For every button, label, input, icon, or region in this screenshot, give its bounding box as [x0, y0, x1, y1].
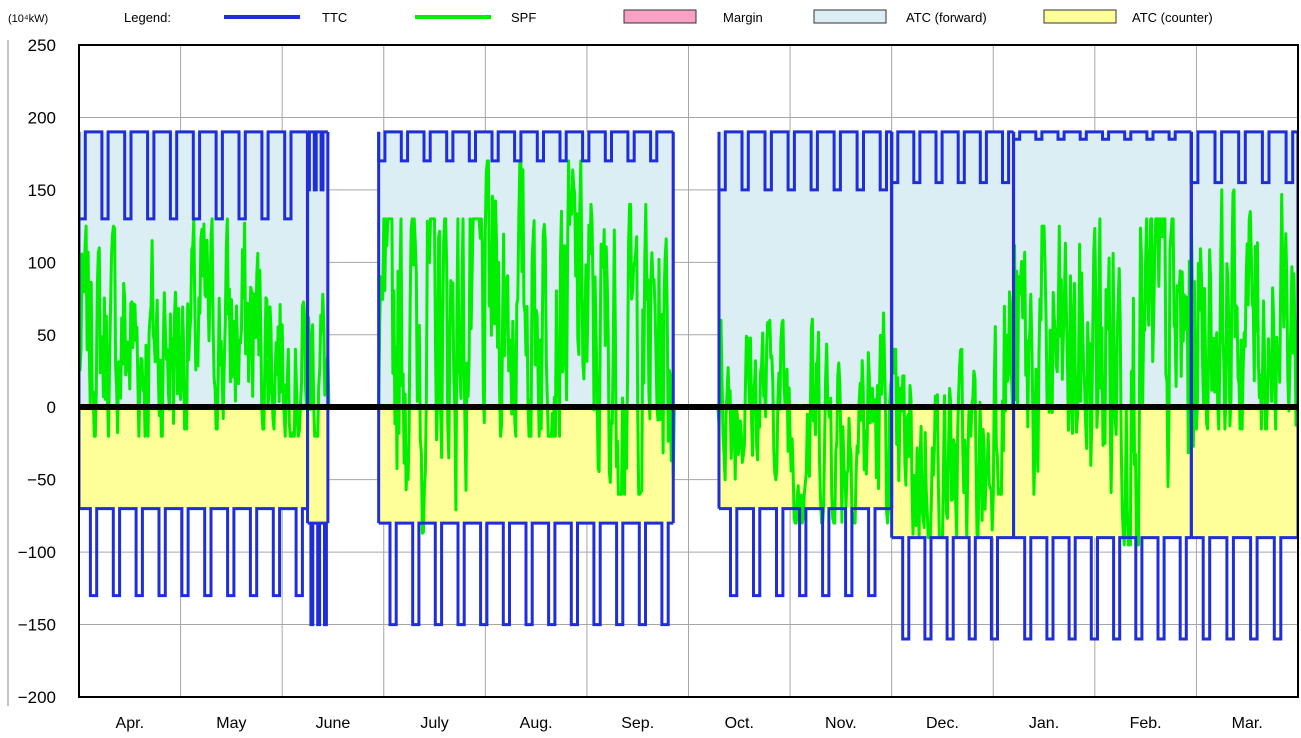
y-tick-label: 250 [28, 36, 56, 55]
ttc-series [79, 130, 1298, 641]
ttc-counter-line [378, 521, 674, 627]
legend-label-ttc: TTC [322, 10, 347, 25]
y-tick-label: 50 [37, 326, 56, 345]
legend-label-spf: SPF [511, 10, 536, 25]
x-tick-label: Dec. [926, 715, 959, 732]
ttc-forward-line [377, 130, 674, 163]
ttc-forward-line [717, 130, 892, 192]
x-tick-label: Aug. [520, 715, 553, 732]
x-tick-label: May [216, 715, 246, 732]
y-tick-label: 0 [47, 398, 56, 417]
x-tick-label: Oct. [725, 715, 754, 732]
atc-counter-area [307, 407, 328, 524]
x-tick-label: July [420, 715, 448, 732]
x-tick-label: Mar. [1232, 715, 1263, 732]
ttc-counter-line [1013, 536, 1192, 641]
legend-label-margin: Margin [723, 10, 763, 25]
atc-counter-area [1191, 407, 1298, 538]
ttc-counter-line [1191, 536, 1298, 641]
y-tick-label: 200 [28, 108, 56, 127]
ttc-forward-line [79, 130, 308, 221]
ttc-counter-line [307, 521, 328, 627]
y-tick-label: −50 [27, 471, 56, 490]
y-tick-label: −150 [18, 616, 56, 635]
unit-label: (10⁴kW) [8, 13, 48, 25]
y-tick-labels: −200 −150 −100 −50 0 50 100 150 200 250 [18, 36, 56, 707]
ttc-counter-line [79, 507, 308, 598]
plot-frame [78, 44, 1299, 698]
legend-label-atc-forward: ATC (forward) [906, 10, 987, 25]
legend-label-atc-counter: ATC (counter) [1132, 10, 1213, 25]
y-tick-label: 100 [28, 253, 56, 272]
x-tick-label: Jan. [1029, 715, 1059, 732]
x-tick-label: Feb. [1130, 715, 1162, 732]
chart-legend: (10⁴kW) Legend: TTC SPF Margin ATC (forward… [8, 9, 1213, 25]
ttc-counter-line [891, 536, 1014, 641]
ttc-forward-line [890, 130, 1014, 185]
ttc-counter-line [719, 507, 892, 598]
legend-title: Legend: [124, 10, 171, 25]
ttc-forward-line [1189, 130, 1298, 185]
x-tick-label: Apr. [116, 715, 144, 732]
y-tick-label: −200 [18, 688, 56, 707]
x-tick-label: Nov. [825, 715, 857, 732]
legend-swatch-margin [623, 9, 697, 24]
x-tick-labels: Apr. May June July Aug. Sep. Oct. Nov. Dec. Jan. F… [116, 715, 1263, 732]
ttc-forward-line [306, 130, 328, 192]
legend-swatch-atc-forward [813, 9, 887, 24]
y-tick-label: 150 [28, 181, 56, 200]
legend-swatch-atc-counter [1043, 9, 1117, 24]
x-tick-label: June [316, 715, 351, 732]
x-tick-label: Sep. [621, 715, 654, 732]
y-tick-label: −100 [18, 543, 56, 562]
ttc-forward-line [1012, 130, 1192, 141]
